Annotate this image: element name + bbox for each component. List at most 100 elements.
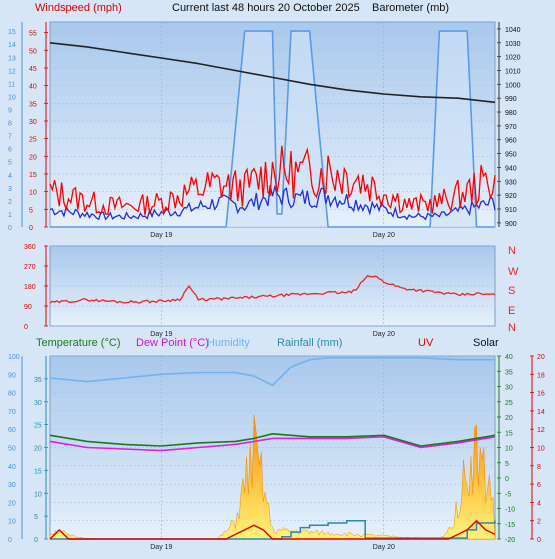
barometer-tick-label: 930	[505, 179, 517, 186]
x-tick-label: Day 19	[150, 331, 172, 338]
wind-direction-marks	[49, 275, 496, 304]
left-scale-tick-label: 10	[8, 94, 16, 101]
temperature-tick-label: 15	[505, 430, 513, 437]
left-scale-tick-label: 6	[8, 147, 12, 154]
left-scale-tick-label: 12	[8, 68, 16, 75]
rainfall-tick-label: 5	[34, 514, 38, 521]
compass-label: S	[508, 285, 515, 297]
direction-tick-label: 360	[24, 244, 36, 251]
humidity-tick-label: 100	[8, 354, 20, 361]
x-tick-label: Day 20	[373, 232, 395, 239]
left-scale-tick-label: 11	[8, 81, 15, 88]
temperature-rain-plot-area	[49, 355, 496, 540]
barometer-tick-label: 1030	[505, 41, 521, 48]
barometer-tick-label: 920	[505, 193, 517, 200]
direction-tick-label: 180	[24, 284, 36, 291]
windspeed-tick-label: 20	[29, 154, 37, 161]
uv-tick-label: 18	[537, 372, 545, 379]
uv-tick-label: 12	[537, 427, 545, 434]
uv-tick-label: 16	[537, 391, 545, 398]
temperature-line	[49, 433, 496, 447]
legend-humidity: Humidity	[207, 337, 250, 349]
humidity-tick-label: 30	[8, 482, 16, 489]
windspeed-tick-label: 50	[29, 48, 37, 55]
wind-average-line	[49, 184, 496, 221]
temperature-rain-grid	[50, 355, 495, 540]
humidity-tick-label: 60	[8, 427, 16, 434]
temperature-tick-label: 35	[505, 369, 513, 376]
humidity-tick-label: 70	[8, 409, 16, 416]
uv-tick-label: 4	[537, 500, 541, 507]
temperature-tick-label: -15	[505, 522, 515, 529]
x-tick-label: Day 20	[373, 544, 395, 551]
windspeed-axis-title: Windspeed (mph)	[35, 2, 122, 14]
humidity-tick-label: 10	[8, 519, 16, 526]
uv-line	[49, 520, 496, 540]
barometer-tick-label: 940	[505, 165, 517, 172]
barometer-tick-label: 1000	[505, 82, 521, 89]
uv-tick-label: 2	[537, 519, 541, 526]
windspeed-tick-label: 10	[29, 190, 37, 197]
windspeed-tick-label: 55	[29, 31, 37, 38]
humidity-tick-label: 80	[8, 391, 16, 398]
compass-label: N	[508, 245, 516, 257]
chart-title: Current last 48 hours 20 October 2025	[172, 2, 360, 14]
windspeed-tick-label: 0	[29, 225, 33, 232]
temperature-tick-label: 0	[505, 476, 509, 483]
wind-direction-plot-area	[49, 245, 496, 327]
barometer-tick-label: 910	[505, 207, 517, 214]
x-tick-label: Day 20	[373, 331, 395, 338]
barometer-line	[49, 42, 496, 104]
humidity-tick-label: 0	[8, 537, 12, 544]
barometer-tick-label: 980	[505, 110, 517, 117]
windspeed-tick-label: 45	[29, 66, 37, 73]
direction-tick-label: 90	[24, 304, 32, 311]
direction-tick-label: 0	[24, 324, 28, 331]
uv-tick-label: 14	[537, 409, 545, 416]
barometer-tick-label: 1010	[505, 68, 521, 75]
rainfall-tick-label: 20	[34, 446, 42, 453]
uv-tick-label: 8	[537, 464, 541, 471]
windspeed-tick-label: 5	[29, 207, 33, 214]
left-scale-series-line	[50, 30, 495, 228]
barometer-tick-label: 990	[505, 96, 517, 103]
uv-tick-label: 20	[537, 354, 545, 361]
windspeed-tick-label: 30	[29, 119, 37, 126]
wind-direction-grid	[50, 245, 495, 327]
left-scale-tick-label: 3	[8, 186, 12, 193]
windspeed-tick-label: 15	[29, 172, 37, 179]
left-scale-tick-label: 7	[8, 134, 12, 141]
x-tick-label: Day 19	[150, 232, 172, 239]
humidity-tick-label: 90	[8, 372, 16, 379]
rainfall-line	[50, 519, 496, 540]
rainfall-tick-label: 30	[34, 400, 42, 407]
temperature-tick-label: 10	[505, 446, 513, 453]
dew-point-line	[49, 436, 496, 452]
left-scale-tick-label: 14	[8, 42, 16, 49]
compass-label: E	[508, 305, 515, 317]
left-scale-tick-label: 0	[8, 225, 12, 232]
left-scale-tick-label: 15	[8, 29, 16, 36]
rainfall-tick-label: 35	[34, 377, 42, 384]
temperature-tick-label: 25	[505, 400, 513, 407]
rainfall-tick-label: 10	[34, 491, 42, 498]
temperature-tick-label: -10	[505, 507, 515, 514]
chart-axes: Day 19 Day 200123456789101112131415051015…	[8, 22, 545, 551]
legend-dew-point: Dew Point (°C)	[136, 337, 209, 349]
rainfall-tick-label: 25	[34, 423, 42, 430]
direction-tick-label: 270	[24, 264, 36, 271]
humidity-line	[49, 357, 495, 387]
left-scale-tick-label: 8	[8, 121, 12, 128]
compass-label: W	[508, 266, 519, 278]
windspeed-tick-label: 40	[29, 84, 37, 91]
uv-tick-label: 10	[537, 446, 545, 453]
left-scale-tick-label: 4	[8, 173, 12, 180]
left-scale-tick-label: 1	[8, 212, 12, 219]
wind-direction-line	[49, 275, 496, 304]
left-scale-tick-label: 2	[8, 199, 12, 206]
left-scale-tick-label: 9	[8, 107, 12, 114]
humidity-tick-label: 20	[8, 500, 16, 507]
legend-solar: Solar	[473, 337, 499, 349]
rainfall-tick-label: 0	[34, 537, 38, 544]
